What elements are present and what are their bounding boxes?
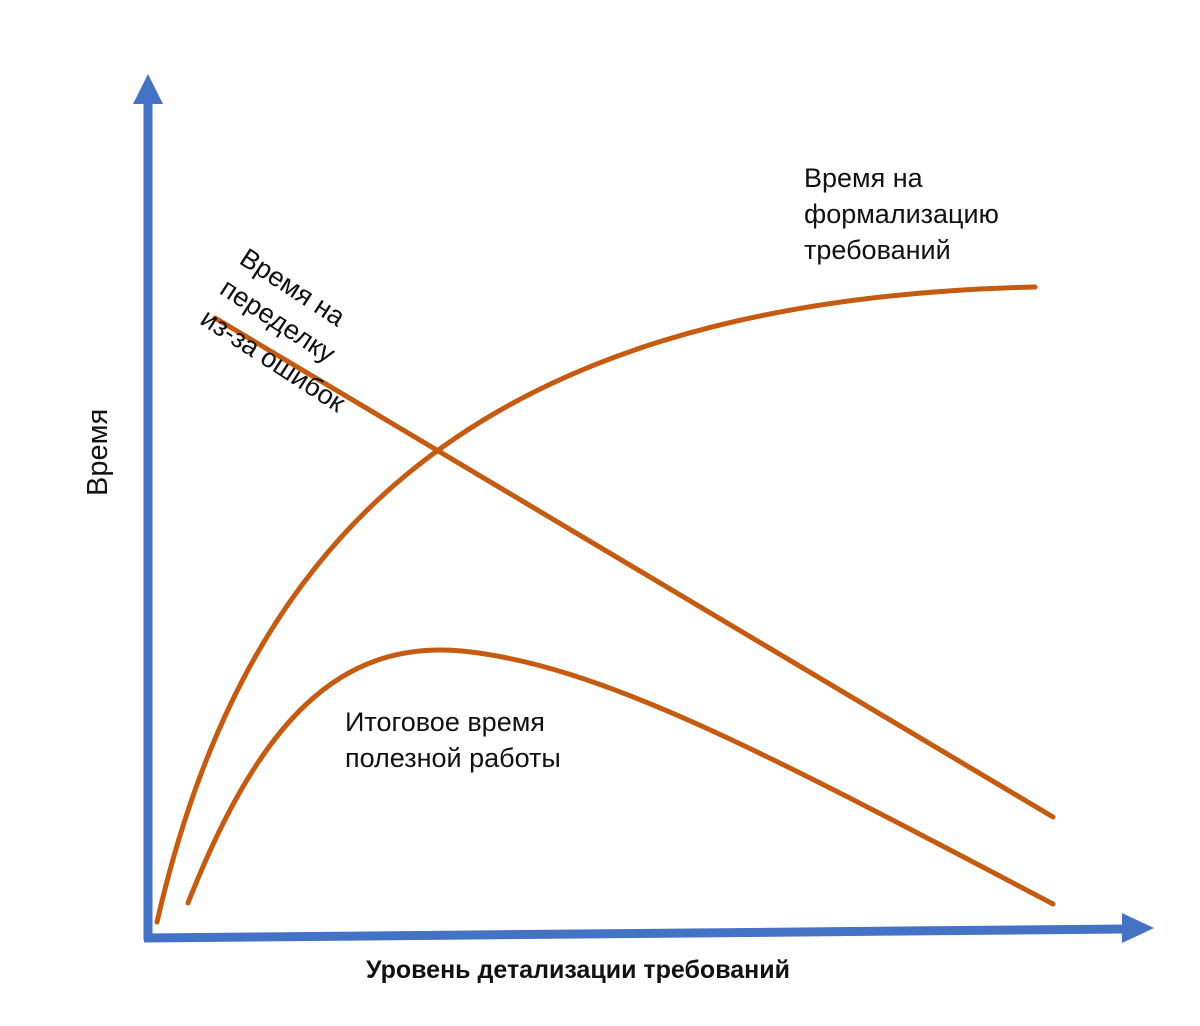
x-axis-arrowhead [1122,913,1154,943]
label-formalization-time: Время на формализацию требований [804,163,999,265]
x-axis-label: Уровень детализации требований [366,956,790,984]
y-axis-arrowhead [133,74,163,104]
x-axis [143,924,1127,943]
curve-rework [212,315,1056,820]
label-useful-work-time: Итоговое время полезной работы [345,707,561,773]
curve-useful [185,647,1056,907]
y-axis-label: Время [82,408,114,496]
curve-formalization [154,284,1038,925]
